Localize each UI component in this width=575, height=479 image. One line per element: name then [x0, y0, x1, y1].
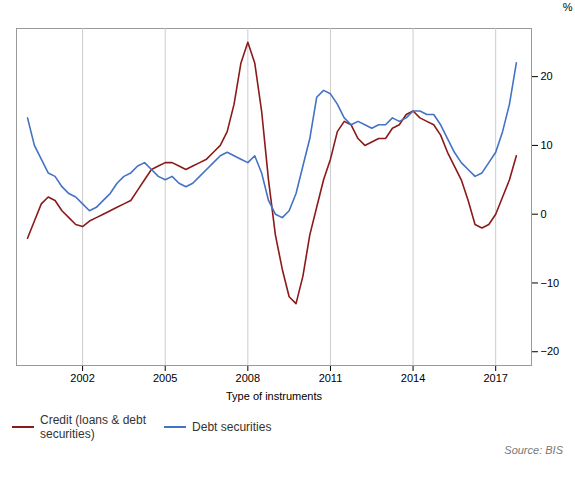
svg-text:Type of instruments: Type of instruments: [226, 390, 322, 402]
svg-text:10: 10: [541, 139, 553, 151]
svg-text:2002: 2002: [70, 372, 94, 384]
svg-text:%: %: [563, 1, 573, 13]
svg-text:−20: −20: [541, 345, 560, 357]
html-text:Debt securities: Debt securities: [192, 420, 272, 435]
svg-text:−10: −10: [541, 276, 560, 288]
svg-text:20: 20: [541, 70, 553, 82]
svg-text:0: 0: [541, 208, 547, 220]
svg-text:2014: 2014: [401, 372, 425, 384]
html-text:Source: BIS: Source: BIS: [504, 443, 563, 456]
svg-text:2017: 2017: [483, 372, 507, 384]
html-text:Credit (loans & debt securitie: Credit (loans & debt securities): [40, 413, 147, 442]
svg-text:2008: 2008: [236, 372, 260, 384]
svg-text:2011: 2011: [319, 372, 343, 384]
svg-text:2005: 2005: [153, 372, 177, 384]
